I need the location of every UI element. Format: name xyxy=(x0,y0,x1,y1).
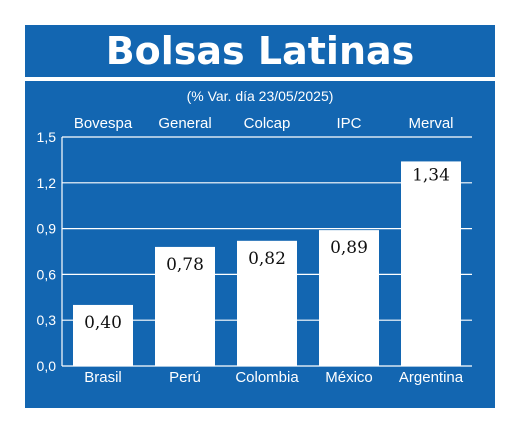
x-tick-label: Perú xyxy=(169,369,201,386)
y-tick-label: 0,6 xyxy=(37,266,57,282)
y-tick-label: 0,3 xyxy=(37,312,57,328)
bar xyxy=(319,230,379,366)
y-tick-label: 1,5 xyxy=(37,129,57,145)
index-label: IPC xyxy=(336,115,361,132)
bar xyxy=(155,246,215,366)
x-tick-label: Argentina xyxy=(399,369,464,386)
index-label: Colcap xyxy=(244,115,291,132)
y-tick-label: 0,0 xyxy=(37,358,57,374)
index-label: Merval xyxy=(408,115,453,132)
title-separator xyxy=(25,77,495,81)
x-tick-label: Colombia xyxy=(235,369,299,386)
bar-value-label: 0,89 xyxy=(330,238,368,258)
index-label: Bovespa xyxy=(74,115,133,132)
bar xyxy=(401,161,461,366)
bar-value-label: 1,34 xyxy=(412,165,450,185)
y-tick-label: 1,2 xyxy=(37,175,57,191)
chart-subtitle: (% Var. día 23/05/2025) xyxy=(187,88,334,104)
x-tick-label: Brasil xyxy=(84,369,122,386)
chart-title: Bolsas Latinas xyxy=(105,29,415,73)
bar xyxy=(73,304,133,366)
y-tick-label: 0,9 xyxy=(37,221,57,237)
bar xyxy=(237,240,297,366)
x-tick-label: México xyxy=(325,369,373,386)
title-bar: Bolsas Latinas xyxy=(25,25,495,77)
bar-value-label: 0,82 xyxy=(248,249,286,269)
bar-value-label: 0,40 xyxy=(84,313,122,333)
index-label: General xyxy=(158,115,211,132)
bar-value-label: 0,78 xyxy=(166,255,204,275)
